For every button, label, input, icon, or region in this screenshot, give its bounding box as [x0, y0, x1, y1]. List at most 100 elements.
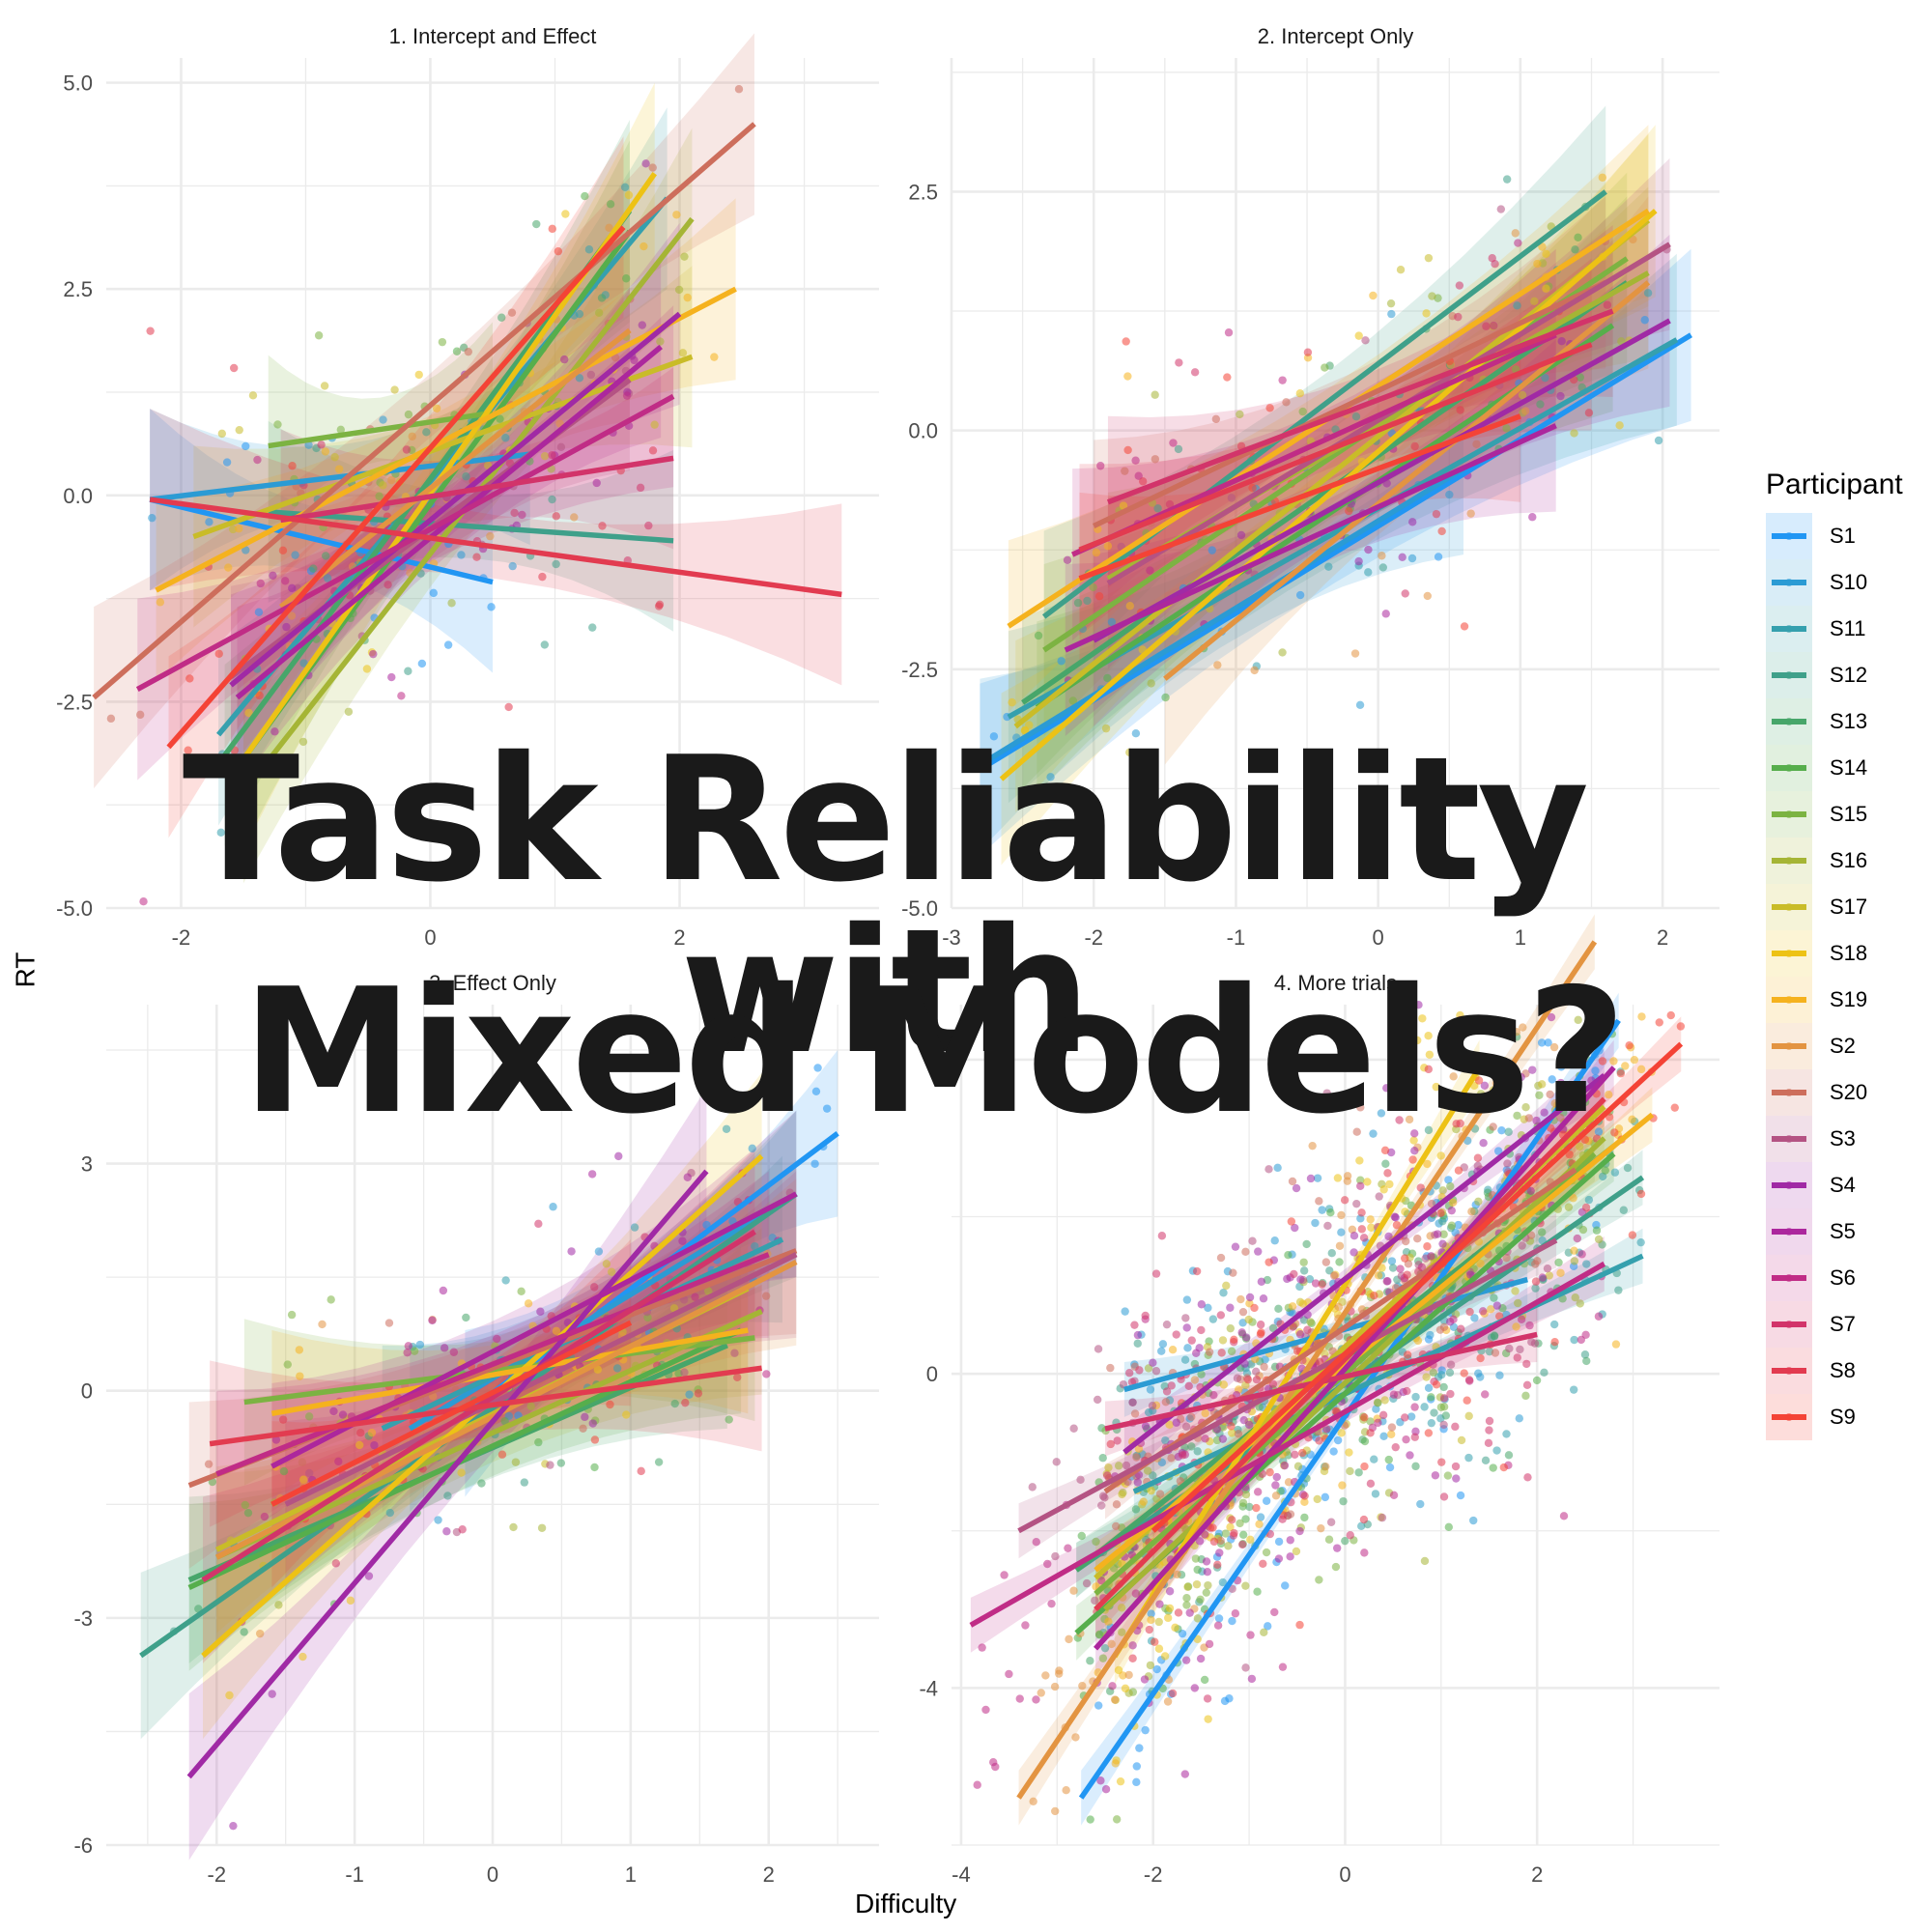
legend: Participant S1 S10 S11 S12 S13 S14 S15 S16 S17 S1…: [1766, 469, 1903, 1440]
panel-2: -3 -2 -1 0 1 2 -5.0 -2.5 0.0 2.5: [901, 58, 1719, 950]
fit-lines: [92, 122, 842, 795]
fit-line-s15: [1042, 256, 1629, 653]
fit-line-s14: [187, 1327, 743, 1591]
legend-label: S1: [1830, 524, 1856, 548]
overlay-title-line-1: Task Reliability with: [182, 720, 1589, 1092]
fit-line-s11: [1132, 1253, 1644, 1494]
fit-line-s8: [149, 497, 842, 598]
fit-line-s20: [92, 122, 756, 700]
legend-label: S13: [1830, 709, 1868, 733]
legend-item-s10: S10: [1766, 559, 1903, 606]
legend-swatch-icon: [1766, 1208, 1812, 1255]
legend-swatch-icon: [1766, 930, 1812, 977]
y-tick-label: 3: [81, 1152, 93, 1177]
ci-ribbons: [140, 1050, 838, 1861]
fit-line-s19: [1094, 1112, 1655, 1573]
panel-3-title: 3. Effect Only: [429, 971, 556, 995]
fit-line-s8: [1078, 342, 1593, 553]
x-axis-title: Difficulty: [855, 1889, 957, 1918]
x-tick-label: 2: [1531, 1862, 1543, 1887]
fit-line-s5: [1064, 423, 1557, 653]
fit-line-s10: [1123, 1276, 1528, 1393]
fit-line-s1: [149, 497, 494, 585]
fit-line-s8: [1094, 1096, 1606, 1612]
legend-swatch-icon: [1766, 1348, 1812, 1394]
legend-item-s5: S5: [1766, 1208, 1903, 1255]
fit-line-s20: [1093, 279, 1607, 528]
legend-item-s4: S4: [1766, 1162, 1903, 1208]
x-tick-label: 2: [673, 925, 685, 950]
legend-label: S2: [1830, 1034, 1856, 1058]
fit-line-s6: [969, 1261, 1606, 1628]
fit-line-s3: [1017, 1237, 1558, 1534]
fit-line-s9: [1151, 1041, 1684, 1533]
y-tick-label: -6: [73, 1833, 93, 1858]
x-tick-label: -2: [208, 1862, 227, 1887]
legend-label: S15: [1830, 802, 1868, 826]
legend-swatch-icon: [1766, 1116, 1812, 1162]
legend-swatch-icon: [1766, 698, 1812, 745]
legend-label: S5: [1830, 1219, 1856, 1243]
x-tick-label: 0: [487, 1862, 498, 1887]
legend-keys: S1 S10 S11 S12 S13 S14 S15 S16 S17 S18 S19 S2 S20 S3 S…: [1766, 513, 1903, 1440]
legend-item-s2: S2: [1766, 1023, 1903, 1069]
legend-label: S4: [1830, 1173, 1856, 1197]
fit-line-s10: [979, 466, 1465, 768]
fit-line-s8: [209, 1365, 762, 1447]
panel-3: -2 -1 0 1 2 -6 -3 0 3: [73, 1005, 879, 1887]
legend-item-s16: S16: [1766, 838, 1903, 884]
fit-line-s20: [1103, 1167, 1577, 1494]
legend-swatch-icon: [1766, 1301, 1812, 1348]
panel-4-title: 4. More trials: [1273, 971, 1398, 995]
overlay-title-line-2: Mixed Models?: [242, 952, 1627, 1151]
fit-line-s19: [155, 286, 737, 593]
fit-line-s4: [186, 1169, 709, 1779]
y-tick-label: 0.0: [908, 419, 938, 443]
legend-label: S8: [1830, 1358, 1856, 1382]
legend-item-s6: S6: [1766, 1255, 1903, 1301]
x-tick-label: -2: [1084, 925, 1103, 950]
x-tick-label: -2: [172, 925, 191, 950]
fit-line-s13: [1021, 280, 1629, 705]
legend-label: S9: [1830, 1405, 1856, 1429]
x-tick-label: -1: [1227, 925, 1246, 950]
panel-1: -2 0 2 -5.0 -2.5 0.0 2.5 5.0: [56, 33, 879, 950]
legend-label: S12: [1830, 663, 1868, 687]
fit-line-s19: [270, 1327, 749, 1416]
legend-swatch-icon: [1766, 838, 1812, 884]
y-tick-label: 4: [926, 1048, 938, 1072]
x-tick-label: 1: [1515, 925, 1526, 950]
legend-swatch-icon: [1766, 1394, 1812, 1440]
legend-label: S17: [1830, 895, 1868, 919]
legend-swatch-icon: [1766, 1023, 1812, 1069]
x-tick-label: 0: [1373, 925, 1384, 950]
x-tick-label: -2: [1144, 1862, 1163, 1887]
legend-label: S18: [1830, 941, 1868, 965]
fit-line-s5: [235, 344, 663, 700]
y-tick-label: -2.5: [56, 690, 93, 714]
legend-item-s7: S7: [1766, 1301, 1903, 1348]
legend-item-s8: S8: [1766, 1348, 1903, 1394]
x-tick-label: 2: [763, 1862, 775, 1887]
legend-item-s17: S17: [1766, 884, 1903, 930]
x-tick-label: 2: [1657, 925, 1668, 950]
legend-item-s1: S1: [1766, 513, 1903, 559]
fit-lines: [979, 189, 1692, 781]
fit-line-s15: [243, 1335, 755, 1406]
fit-line-s12: [1042, 189, 1607, 619]
fit-line-s9: [166, 225, 626, 750]
legend-label: S3: [1830, 1126, 1856, 1151]
x-tick-label: 0: [1339, 1862, 1350, 1887]
fit-line-s6: [215, 1252, 770, 1477]
legend-swatch-icon: [1766, 1255, 1812, 1301]
fit-line-s7: [1106, 308, 1614, 505]
fit-line-s10: [408, 1191, 798, 1432]
fit-line-s5: [1094, 1065, 1616, 1651]
y-tick-label: 5.0: [63, 71, 93, 96]
fit-line-s4: [1122, 1073, 1606, 1455]
fit-line-s7: [280, 455, 674, 524]
fit-line-s2: [1016, 940, 1598, 1800]
fit-line-s6: [135, 393, 675, 693]
fit-line-s4: [229, 311, 682, 688]
